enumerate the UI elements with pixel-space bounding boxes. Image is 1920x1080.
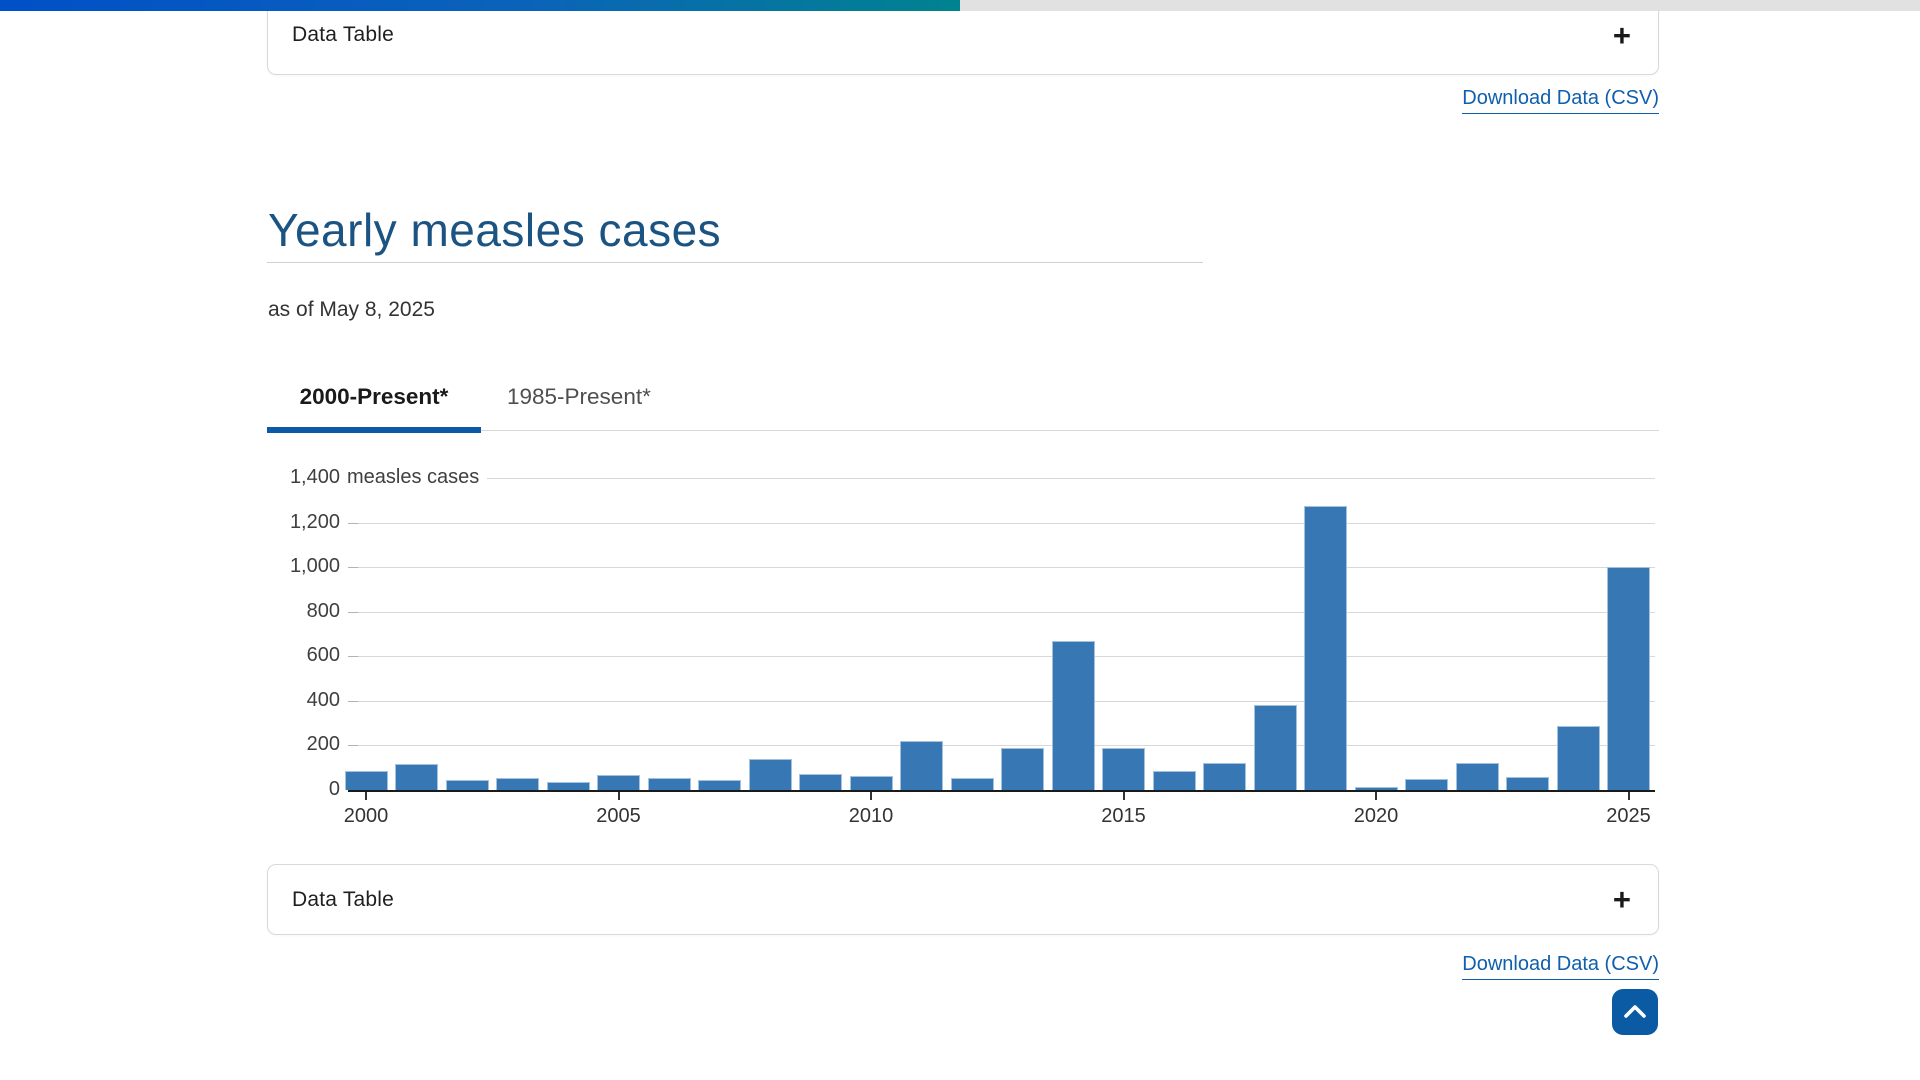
bar-2006[interactable]	[647, 778, 691, 790]
bar-2022[interactable]	[1455, 763, 1499, 790]
y-axis-label: 200	[306, 733, 340, 756]
gridline	[348, 656, 1655, 658]
bar-2019[interactable]	[1304, 506, 1347, 790]
bar-2001[interactable]	[395, 764, 438, 790]
bar-2011[interactable]	[900, 741, 943, 790]
download-csv-link-top[interactable]: Download Data (CSV)	[1462, 87, 1659, 114]
y-axis-tick	[348, 700, 358, 702]
gridline	[348, 567, 1655, 569]
bar-2012[interactable]	[950, 778, 994, 790]
chevron-up-icon	[1624, 1005, 1646, 1018]
x-axis-label-2015: 2015	[1101, 805, 1146, 827]
page-progress-track	[0, 0, 1920, 11]
x-axis-label-2005: 2005	[596, 805, 641, 827]
bar-2013[interactable]	[1001, 748, 1044, 790]
y-axis-label: 1,400 measles cases	[289, 466, 480, 488]
x-axis-tick	[870, 792, 872, 800]
chart-range-tabs: 2000-Present* 1985-Present*	[267, 376, 1659, 433]
expand-plus-icon: +	[1612, 882, 1631, 917]
accordion-label: Data Table	[292, 887, 395, 911]
y-axis-tick	[348, 567, 358, 569]
bar-2020[interactable]	[1354, 787, 1398, 790]
gridline	[348, 745, 1655, 747]
x-axis-tick	[1375, 792, 1377, 800]
x-axis-tick	[1627, 792, 1630, 800]
x-axis-line	[348, 790, 1655, 792]
bar-2018[interactable]	[1253, 705, 1297, 790]
bar-2005[interactable]	[597, 775, 640, 790]
y-axis-tick	[348, 522, 358, 524]
bar-2010[interactable]	[849, 776, 893, 790]
bar-2025[interactable]	[1607, 567, 1650, 790]
download-csv-link-bottom[interactable]: Download Data (CSV)	[1462, 953, 1659, 980]
bar-2009[interactable]	[799, 774, 842, 790]
x-axis-label-2010: 2010	[848, 805, 894, 827]
x-axis-label-2020: 2020	[1353, 805, 1399, 827]
y-axis-label: 800	[306, 599, 340, 622]
bar-2003[interactable]	[496, 778, 539, 790]
as-of-date: as of May 8, 2025	[268, 298, 435, 321]
x-axis-label-2000: 2000	[343, 805, 389, 827]
page-title: Yearly measles cases	[268, 204, 722, 256]
gridline	[348, 522, 1655, 524]
bar-2002[interactable]	[445, 780, 489, 790]
y-axis-label: 400	[306, 688, 340, 711]
y-axis-tick	[348, 656, 358, 658]
x-axis-tick	[617, 792, 620, 800]
accordion-label: Data Table	[292, 23, 395, 46]
bar-2008[interactable]	[748, 759, 792, 790]
title-divider	[267, 262, 1203, 263]
y-axis-tick	[348, 611, 358, 613]
bar-2016[interactable]	[1152, 771, 1196, 790]
x-axis-tick	[1122, 792, 1125, 800]
tab-2000-present[interactable]: 2000-Present*	[267, 376, 481, 433]
data-table-accordion-top[interactable]: Data Table +	[267, 0, 1659, 75]
bar-2004[interactable]	[546, 782, 590, 790]
y-axis-label: 1,200	[289, 510, 340, 533]
page-progress-indicator	[0, 0, 960, 11]
data-table-accordion-bottom[interactable]: Data Table +	[267, 864, 1659, 935]
y-axis-tick	[348, 745, 358, 747]
bar-2023[interactable]	[1506, 777, 1549, 790]
gridline	[348, 700, 1655, 702]
bar-2017[interactable]	[1203, 763, 1246, 790]
download-row-top: Download Data (CSV)	[1462, 87, 1659, 114]
tab-1985-present[interactable]: 1985-Present*	[507, 384, 651, 409]
bar-2015[interactable]	[1102, 748, 1145, 790]
download-row-bottom: Download Data (CSV)	[1462, 953, 1659, 980]
bar-2014[interactable]	[1051, 641, 1095, 790]
x-axis-label-2025: 2025	[1606, 805, 1651, 827]
content-column: Data Table + Download Data (CSV) Yearly …	[267, 0, 1659, 1080]
y-axis-label: 1,000	[289, 555, 340, 578]
back-to-top-button[interactable]	[1612, 989, 1658, 1035]
y-axis-label: 0	[328, 778, 340, 800]
x-axis-tick	[365, 792, 367, 800]
bar-2021[interactable]	[1405, 779, 1448, 790]
yearly-measles-bar-chart: 0 200 400 600 800 1,000 1,200 1,400 measles case…	[267, 455, 1659, 845]
y-axis-label: 600	[306, 644, 340, 667]
expand-plus-icon: +	[1612, 17, 1631, 53]
bar-2000[interactable]	[344, 771, 388, 790]
bar-2007[interactable]	[698, 780, 741, 790]
bar-2024[interactable]	[1556, 726, 1600, 790]
gridline	[348, 611, 1655, 613]
gridline	[487, 478, 1655, 479]
